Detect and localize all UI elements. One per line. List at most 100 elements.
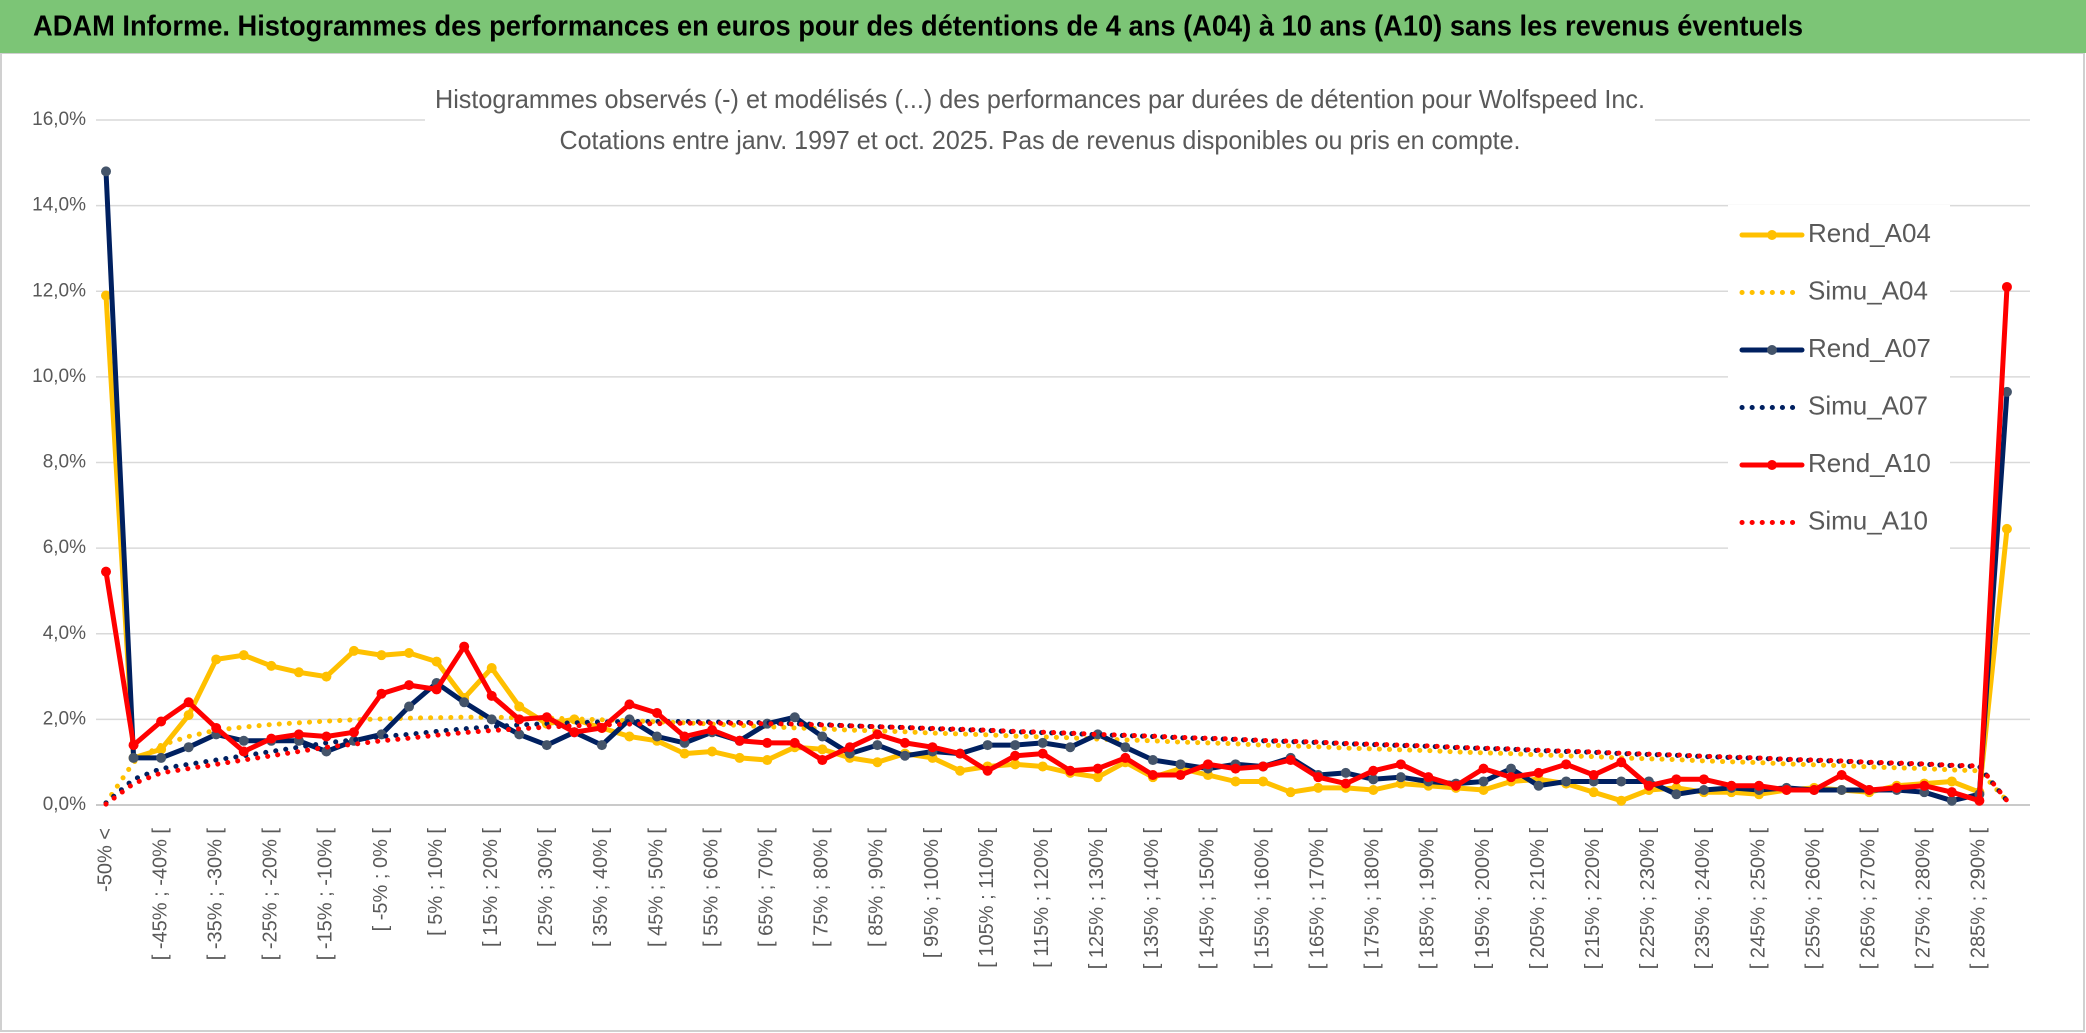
grid <box>96 119 2030 806</box>
point <box>238 650 249 661</box>
y-tick-label: 2,0% <box>43 708 86 729</box>
x-tick-label: [ 145% ; 150% [ <box>1196 828 1218 970</box>
y-tick-label: 8,0% <box>43 452 86 473</box>
point <box>431 684 442 695</box>
point <box>1533 767 1544 778</box>
point <box>707 746 718 757</box>
point <box>2001 281 2012 292</box>
point <box>404 701 415 712</box>
y-tick-label: 6,0% <box>43 537 86 558</box>
point <box>1092 729 1103 740</box>
x-tick-label: [ 125% ; 130% [ <box>1086 828 1108 970</box>
point <box>404 648 415 659</box>
point <box>789 712 800 723</box>
point <box>652 707 662 718</box>
point <box>1478 785 1489 796</box>
x-tick-label: -50% < <box>94 828 116 892</box>
x-tick-label: [ 15% ; 20% [ <box>480 828 502 947</box>
point <box>1698 774 1709 785</box>
point <box>982 765 993 776</box>
point <box>1450 780 1461 791</box>
point <box>1891 782 1902 793</box>
legend-marker <box>1767 345 1777 355</box>
point <box>734 752 745 763</box>
y-tick-label: 16,0% <box>32 109 86 130</box>
point <box>982 740 993 751</box>
point <box>1368 774 1379 785</box>
x-tick-label: [ 265% ; 270% [ <box>1857 828 1879 970</box>
point <box>486 663 497 673</box>
point <box>1230 763 1241 774</box>
point <box>1285 787 1296 798</box>
point <box>1836 785 1847 796</box>
plot-area <box>101 166 2012 807</box>
point <box>679 731 690 742</box>
point <box>1065 765 1076 776</box>
x-tick-label: [ -35% ; -30% [ <box>204 828 226 961</box>
point <box>1395 772 1406 783</box>
x-tick-label: [ 195% ; 200% [ <box>1472 828 1494 970</box>
x-tick-label: [ 225% ; 230% [ <box>1637 828 1659 970</box>
point <box>817 731 828 742</box>
point <box>1340 778 1351 789</box>
point <box>817 744 828 755</box>
point <box>293 729 304 740</box>
point <box>1313 772 1324 783</box>
point <box>486 690 497 701</box>
point <box>652 731 662 742</box>
point <box>1616 795 1627 806</box>
x-tick-label: [ 235% ; 240% [ <box>1692 828 1714 970</box>
x-tick-label: [ 175% ; 180% [ <box>1362 828 1384 970</box>
point <box>1946 776 1957 787</box>
point <box>955 765 966 776</box>
point <box>1478 763 1489 774</box>
point <box>514 701 525 712</box>
point <box>514 714 525 725</box>
point <box>762 737 773 748</box>
point <box>872 729 883 740</box>
point <box>1698 785 1709 796</box>
x-tick-label: [ 25% ; 30% [ <box>535 828 557 947</box>
point <box>1864 785 1875 796</box>
x-tick-label: [ 245% ; 250% [ <box>1747 828 1769 970</box>
point <box>817 755 828 766</box>
x-tick-label: [ -5% ; 0% [ <box>370 828 392 932</box>
point <box>844 742 855 753</box>
y-tick-label: 4,0% <box>43 623 86 644</box>
point <box>211 722 222 733</box>
point <box>1258 761 1269 772</box>
title-backdrop <box>425 80 1655 162</box>
point <box>1037 748 1048 759</box>
point <box>293 667 304 678</box>
point <box>1313 782 1324 793</box>
point <box>431 656 442 667</box>
point <box>899 737 910 748</box>
x-tick-label: [ 65% ; 70% [ <box>755 828 777 947</box>
x-tick-label: [ 35% ; 40% [ <box>590 828 612 947</box>
legend-marker <box>1767 230 1777 240</box>
x-tick-label: [ 165% ; 170% [ <box>1306 828 1328 970</box>
point <box>1974 795 1985 806</box>
point <box>128 740 139 751</box>
point <box>679 748 690 759</box>
point <box>486 714 497 725</box>
point <box>321 731 332 742</box>
point <box>1037 737 1048 748</box>
point <box>2001 386 2012 397</box>
point <box>1037 761 1048 772</box>
point <box>183 742 194 753</box>
point <box>1561 776 1572 787</box>
series-line <box>103 284 2010 804</box>
point <box>1258 776 1269 787</box>
x-tick-label: [ 75% ; 80% [ <box>811 828 833 947</box>
point <box>128 752 139 763</box>
point <box>1120 742 1131 753</box>
point <box>1671 774 1682 785</box>
x-tick-label: [ 285% ; 290% [ <box>1968 828 1990 970</box>
legend-label: Simu_A10 <box>1808 505 1928 535</box>
point <box>1175 759 1186 770</box>
point <box>1533 780 1544 791</box>
point <box>1561 759 1572 770</box>
point <box>927 742 938 753</box>
